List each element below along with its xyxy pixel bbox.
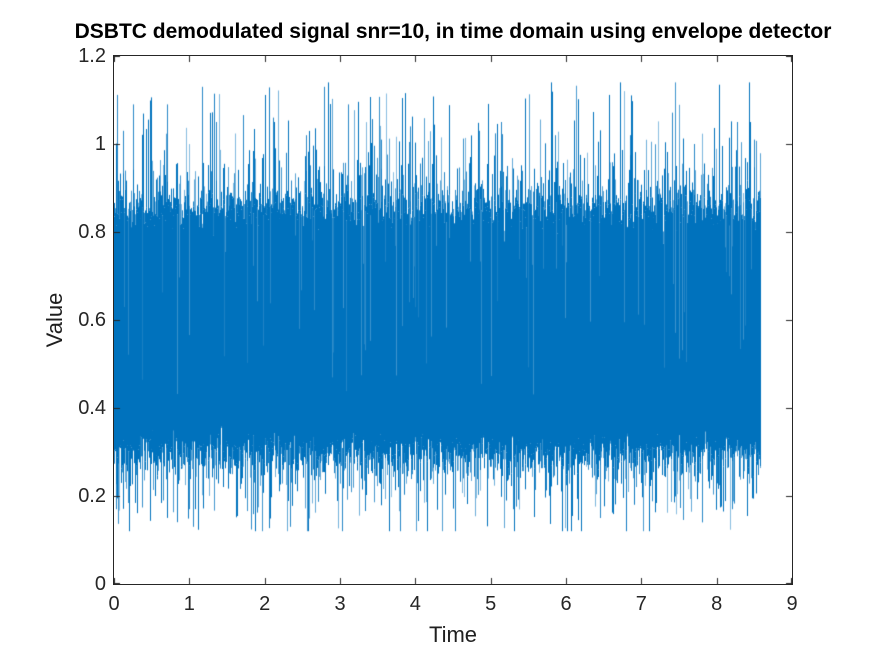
x-axis-label: Time (428, 622, 478, 647)
x-tick-label: 9 (786, 593, 798, 615)
x-tick-label: 8 (711, 593, 723, 615)
y-tick-label: 1 (94, 133, 106, 155)
y-tick-label: 0.2 (78, 485, 106, 507)
x-tick-label: 3 (334, 593, 346, 615)
y-tick-label: 0 (94, 573, 106, 595)
signal-trace-canvas (114, 56, 792, 584)
y-tick-label: 0.6 (78, 309, 106, 331)
x-tick-label: 6 (560, 593, 572, 615)
x-tick-label: 5 (485, 593, 497, 615)
chart-title: DSBTC demodulated signal snr=10, in time… (74, 20, 832, 43)
y-tick-label: 0.4 (78, 397, 106, 419)
x-tick-label: 2 (259, 593, 271, 615)
x-tick-label: 7 (635, 593, 647, 615)
x-tick-label: 0 (108, 593, 120, 615)
y-tick-label: 0.8 (78, 221, 106, 243)
x-tick-label: 1 (183, 593, 195, 615)
y-tick-label: 1.2 (78, 45, 106, 67)
x-tick-label: 4 (409, 593, 421, 615)
plot-area (113, 55, 793, 585)
